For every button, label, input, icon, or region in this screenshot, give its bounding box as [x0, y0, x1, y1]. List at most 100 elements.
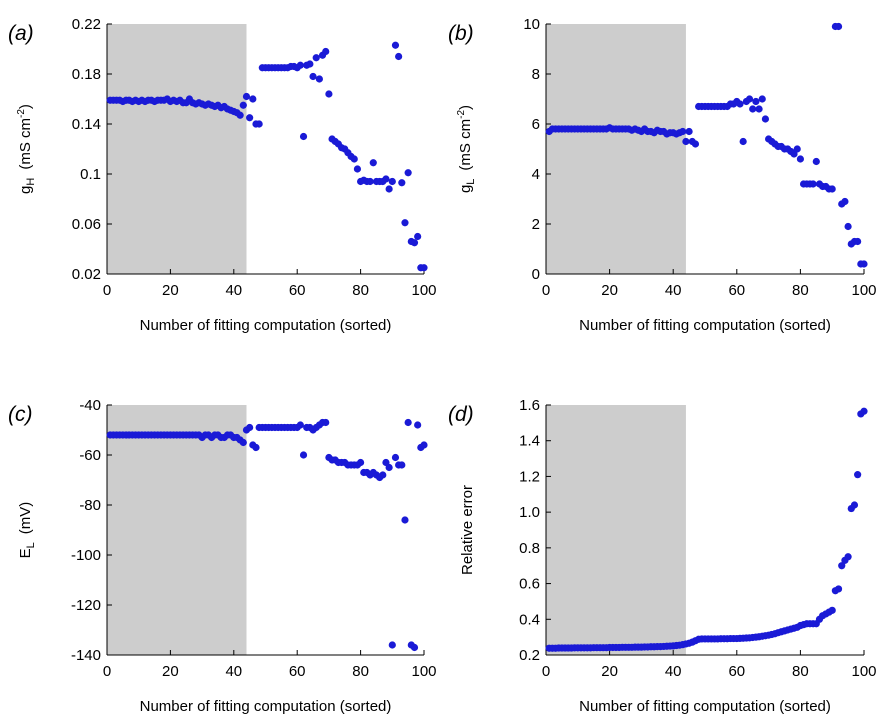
y-axis-label-part: )	[457, 105, 474, 110]
data-point	[682, 137, 690, 146]
data-point	[242, 92, 251, 101]
data-point	[828, 606, 836, 614]
y-axis-label: EL (mV)	[17, 502, 37, 559]
data-point	[252, 443, 260, 452]
y-tick-label: 0.18	[72, 66, 101, 83]
shaded-region	[546, 405, 686, 655]
y-axis-label-part: (mV)	[17, 502, 34, 535]
data-point	[755, 105, 763, 113]
x-tick-label: 100	[851, 663, 876, 680]
y-axis-label-part: (mS cm	[17, 118, 34, 170]
x-tick-label: 0	[103, 282, 111, 299]
y-tick-label: 6	[532, 116, 540, 133]
y-axis-label: gH (mS cm-2)	[16, 104, 37, 194]
y-axis-label-part: L	[25, 542, 37, 548]
y-tick-label: 0.8	[519, 540, 540, 557]
y-tick-label: 0.4	[519, 611, 540, 628]
data-point	[809, 180, 817, 188]
y-tick-label: -120	[71, 597, 101, 614]
data-point	[854, 471, 862, 479]
data-point	[309, 72, 317, 81]
data-point	[679, 127, 687, 136]
data-point	[685, 127, 693, 136]
x-tick-label: 20	[601, 663, 618, 680]
panel-label: (b)	[448, 22, 474, 45]
y-axis-label-part: H	[25, 178, 37, 186]
y-tick-label: 0	[532, 266, 540, 283]
x-tick-label: 40	[225, 663, 242, 680]
x-tick-label: 20	[162, 663, 179, 680]
data-point	[761, 115, 770, 123]
data-point	[325, 90, 333, 98]
data-point	[404, 169, 412, 177]
y-axis-label-part: (mS cm	[457, 119, 474, 171]
panel-label: (d)	[448, 403, 474, 426]
data-point	[296, 61, 304, 69]
y-tick-label: -100	[71, 547, 101, 564]
x-axis-label: Number of fitting computation (sorted)	[579, 317, 831, 334]
data-point	[353, 165, 362, 173]
data-point	[388, 641, 396, 649]
data-point	[246, 114, 254, 122]
x-tick-label: 0	[542, 663, 550, 680]
x-axis-label: Number of fitting computation (sorted)	[140, 698, 392, 715]
y-tick-label: 1.6	[519, 397, 540, 414]
y-tick-label: 8	[532, 66, 540, 83]
y-tick-label: 2	[532, 216, 540, 233]
y-axis-label-part: )	[17, 104, 34, 109]
data-point	[420, 441, 428, 449]
x-tick-label: 80	[352, 663, 369, 680]
data-point	[322, 47, 330, 56]
chart-panel-b: 0 20 40 60 80 100 0 2 4 6 8 10 (b) Number of fitting …	[448, 16, 877, 334]
data-point	[249, 95, 257, 103]
data-point	[410, 239, 419, 247]
y-tick-label: 1.2	[519, 468, 540, 485]
y-tick-label: 1.4	[519, 433, 540, 450]
data-point	[385, 463, 393, 472]
y-axis-label-part: -2	[456, 110, 467, 119]
data-point	[860, 260, 868, 268]
data-point	[860, 407, 868, 415]
data-point	[315, 75, 323, 83]
y-axis-label: Relative error	[459, 485, 476, 575]
x-tick-label: 100	[411, 663, 436, 680]
y-tick-label: 0.2	[519, 647, 540, 664]
data-point	[296, 421, 304, 429]
data-point	[350, 155, 358, 163]
data-point	[841, 197, 849, 206]
y-tick-label: -80	[79, 497, 101, 514]
shaded-region	[107, 405, 247, 655]
data-point	[745, 95, 754, 103]
data-point	[850, 501, 859, 509]
data-point	[854, 237, 862, 246]
data-point	[369, 159, 377, 167]
data-point	[844, 222, 852, 231]
x-tick-label: 80	[792, 663, 809, 680]
data-point	[812, 157, 820, 166]
y-tick-label: 0.14	[72, 116, 101, 133]
data-point	[758, 95, 766, 103]
y-axis-label-part: L	[465, 179, 477, 185]
panel-label: (c)	[8, 403, 33, 426]
data-point	[838, 562, 846, 570]
data-point	[379, 471, 387, 479]
data-point	[749, 105, 757, 113]
x-tick-label: 60	[289, 663, 306, 680]
data-point	[239, 101, 247, 109]
x-tick-label: 80	[352, 282, 369, 299]
y-tick-label: 0.06	[72, 216, 101, 233]
x-tick-label: 40	[665, 282, 682, 299]
x-tick-label: 100	[851, 282, 876, 299]
y-tick-label: 1.0	[519, 504, 540, 521]
x-tick-label: 0	[103, 663, 111, 680]
data-point	[793, 145, 801, 153]
y-axis-label-part: -2	[16, 109, 27, 118]
data-point	[414, 421, 422, 429]
x-axis-label: Number of fitting computation (sorted)	[140, 317, 392, 334]
y-tick-label: 0.1	[80, 166, 101, 183]
shaded-region	[107, 24, 247, 274]
y-tick-label: 0.6	[519, 576, 540, 593]
data-point	[398, 461, 406, 469]
x-tick-label: 40	[665, 663, 682, 680]
